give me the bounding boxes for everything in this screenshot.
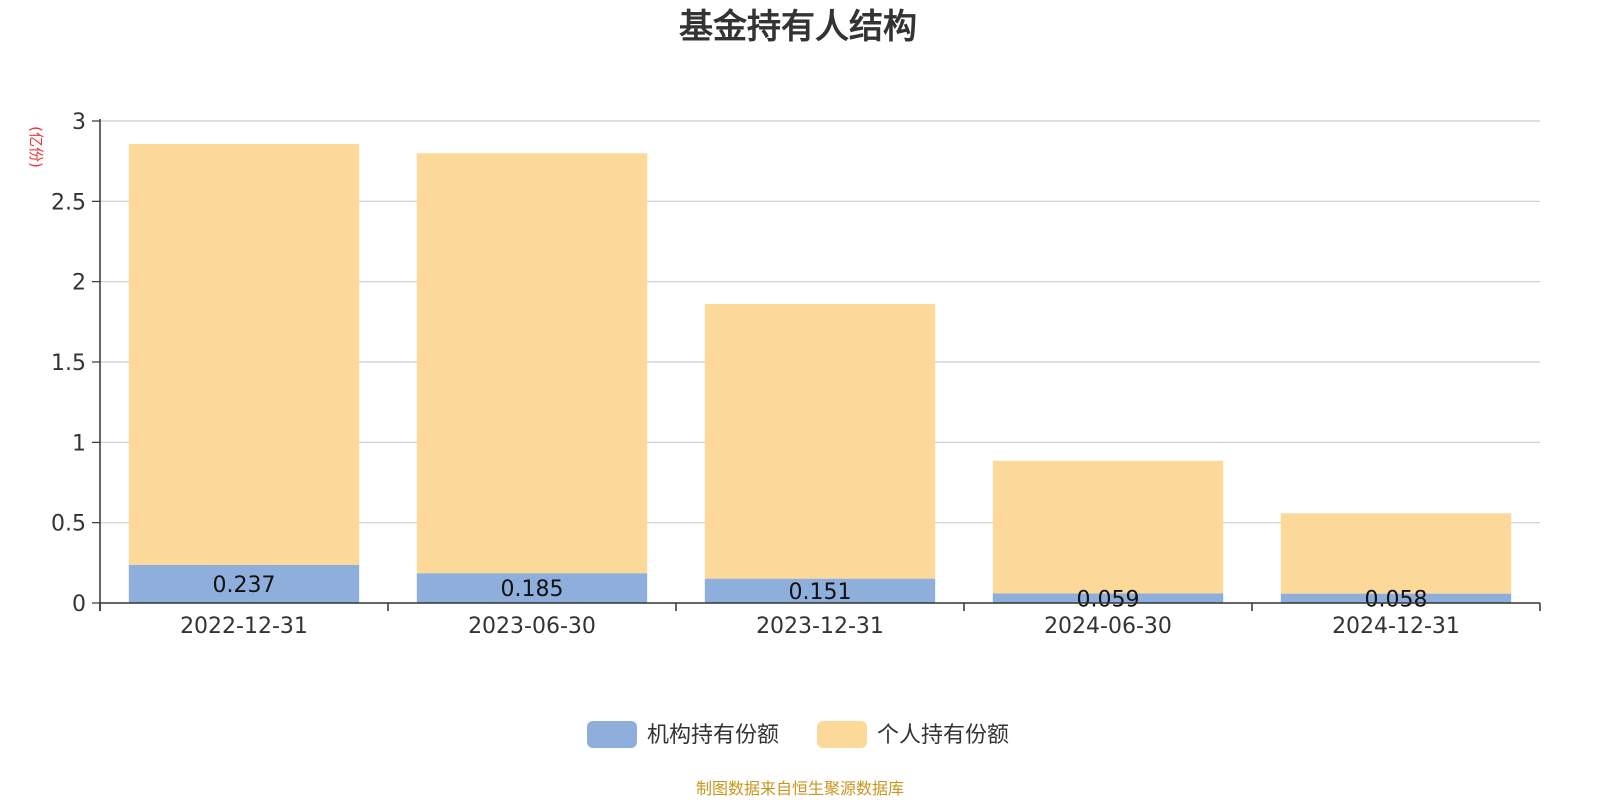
data-label-institution: 0.058 — [1365, 587, 1428, 612]
chart-title: 基金持有人结构 — [679, 7, 917, 47]
x-tick-label: 2022-12-31 — [180, 614, 308, 639]
x-tick-label: 2024-12-31 — [1332, 614, 1460, 639]
legend-item-individual[interactable]: 个人持有份额 — [817, 721, 1009, 748]
legend-item-institution[interactable]: 机构持有份额 — [587, 721, 779, 748]
data-label-institution: 0.237 — [213, 573, 276, 598]
legend[interactable]: 机构持有份额 个人持有份额 — [587, 721, 1009, 748]
legend-swatch — [587, 721, 637, 748]
source-note: 制图数据来自恒生聚源数据库 — [696, 779, 904, 798]
y-tick-label: 2 — [72, 271, 86, 296]
bar-institution — [416, 573, 648, 603]
bar-individual — [1280, 513, 1512, 594]
bar-institution — [128, 564, 360, 603]
bar-individual — [704, 303, 936, 579]
data-label-institution: 0.151 — [789, 580, 852, 605]
y-tick-label: 1.5 — [51, 351, 86, 376]
bar-institution — [992, 593, 1224, 603]
bar-individual — [416, 153, 648, 574]
y-axis-label: (亿份) — [27, 126, 45, 168]
x-tick-label: 2024-06-30 — [1044, 614, 1172, 639]
bar-institution — [1280, 593, 1512, 603]
legend-label: 个人持有份额 — [877, 723, 1009, 748]
y-tick-label: 1 — [72, 431, 86, 456]
legend-label: 机构持有份额 — [647, 723, 779, 748]
y-tick-label: 3 — [72, 110, 86, 135]
bar-institution — [704, 578, 936, 603]
y-tick-label: 0 — [72, 592, 86, 617]
data-label-institution: 0.185 — [501, 577, 564, 602]
legend-swatch — [817, 721, 867, 748]
bar-individual — [128, 143, 360, 565]
x-tick-label: 2023-12-31 — [756, 614, 884, 639]
y-tick-label: 0.5 — [51, 512, 86, 537]
bars — [128, 143, 1512, 603]
data-label-institution: 0.059 — [1077, 587, 1140, 612]
bar-individual — [992, 460, 1224, 594]
axes: 0 0.5 1 1.5 2 2.5 3 2022-12-31 2023-06-30 2023-12… — [51, 110, 1541, 639]
data-labels: 0.237 0.185 0.151 0.059 0.058 — [213, 573, 1428, 612]
x-tick-label: 2023-06-30 — [468, 614, 596, 639]
y-tick-label: 2.5 — [51, 190, 86, 215]
